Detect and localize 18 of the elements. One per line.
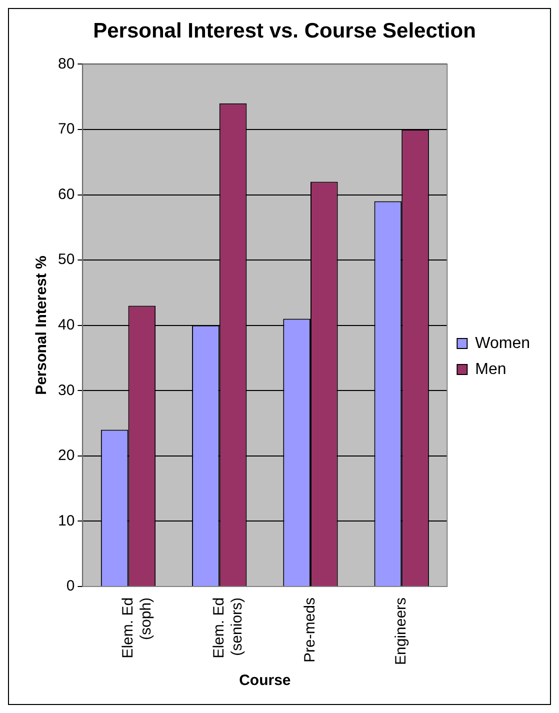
legend-label: Men [475, 360, 506, 378]
y-tick-label: 40 [58, 316, 75, 334]
y-tick-label: 0 [66, 578, 75, 595]
x-tick-label: Elem. Ed (seniors) [210, 597, 246, 658]
y-tick-label: 50 [58, 251, 75, 268]
y-tick-label: 20 [58, 447, 75, 464]
y-tick-label: 80 [58, 55, 75, 72]
y-tick-label: 60 [58, 186, 75, 203]
y-tick-label: 10 [58, 512, 75, 530]
legend-label: Women [475, 334, 530, 352]
chart-title: Personal Interest vs. Course Selection [93, 19, 476, 42]
y-tick-label: 30 [58, 382, 75, 399]
y-tick-label: 70 [58, 120, 75, 138]
x-tick-label: Engineers [392, 597, 410, 666]
y-axis-title: Personal Interest % [33, 256, 50, 395]
x-tick-label: Elem. Ed (soph) [119, 597, 154, 658]
x-axis-title: Course [239, 672, 291, 690]
x-tick-label: Pre-meds [302, 597, 319, 662]
